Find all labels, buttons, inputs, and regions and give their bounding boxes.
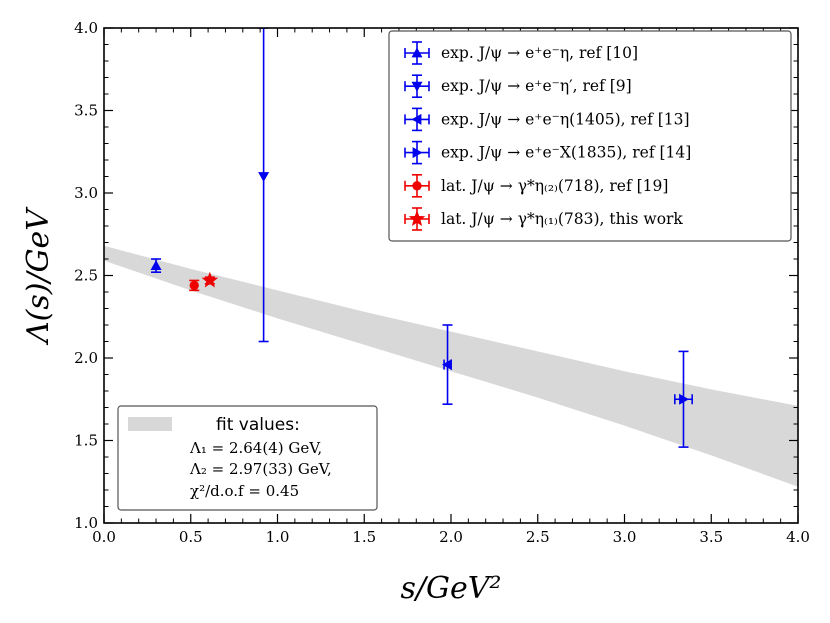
tick-labels: 0.0 0.5 1.0 1.5 2.0 2.5 3.0 3.5 4.0 1.0 1.5 2.0 2.5 3… (74, 19, 810, 546)
fit-line-lambda2: Λ₂ = 2.97(33) GeV, (189, 460, 332, 478)
data-point-triangle-right (679, 393, 689, 405)
legend-label: exp. J/ψ → e⁺e⁻η, ref [10] (441, 44, 638, 62)
x-tick-label: 1.0 (266, 528, 290, 546)
fit-line-lambda1: Λ₁ = 2.64(4) GeV, (189, 439, 322, 457)
legend: exp. J/ψ → e⁺e⁻η, ref [10] exp. J/ψ → e⁺e… (388, 30, 792, 242)
y-tick-label: 2.0 (74, 349, 98, 367)
y-tick-label: 1.0 (74, 514, 98, 532)
data-point-circle (189, 280, 199, 291)
legend-label: exp. J/ψ → e⁺e⁻η(1405), ref [13] (441, 110, 690, 128)
data-point-triangle-down (258, 172, 270, 182)
legend-label: exp. J/ψ → e⁺e⁻X(1835), ref [14] (441, 144, 691, 162)
y-axis-title: Λ(s)/GeV (21, 206, 56, 346)
data-points-layer (150, 28, 693, 448)
data-point-star (201, 271, 219, 288)
fit-box-title: fit values: (216, 415, 300, 435)
y-tick-label: 4.0 (74, 19, 98, 37)
x-tick-label: 4.0 (786, 528, 810, 546)
x-axis-title: s/GeV² (401, 571, 502, 606)
x-tick-label: 0.0 (92, 528, 116, 546)
x-tick-label: 1.5 (352, 528, 376, 546)
data-point-triangle-up (150, 260, 162, 270)
data-point-star (408, 210, 426, 227)
legend-label: exp. J/ψ → e⁺e⁻η′, ref [9] (441, 77, 632, 95)
x-tick-label: 3.5 (699, 528, 723, 546)
legend-label: lat. J/ψ → γ*η₍₂₎(718), ref [19] (441, 177, 668, 195)
fit-line-chi2: χ²/d.o.f = 0.45 (190, 482, 299, 500)
data-point-triangle-left (442, 359, 452, 371)
legend-box (388, 30, 792, 242)
plot-frame (103, 27, 799, 524)
y-tick-label: 1.5 (74, 432, 98, 450)
data-point-triangle-right (412, 147, 423, 159)
y-tick-label: 3.0 (74, 184, 98, 202)
legend-label: lat. J/ψ → γ*η₍₁₎(783), this work (441, 210, 683, 228)
x-tick-label: 2.0 (439, 528, 463, 546)
data-point-triangle-up (411, 47, 423, 58)
fit-band-swatch (128, 417, 172, 431)
data-point-triangle-left (411, 113, 422, 125)
x-tick-label: 0.5 (179, 528, 203, 546)
y-tick-label: 3.5 (74, 102, 98, 120)
fit-values-box: fit values: Λ₁ = 2.64(4) GeV, Λ₂ = 2.97(… (117, 405, 378, 511)
y-tick-label: 2.5 (74, 267, 98, 285)
fit-box-frame (117, 405, 378, 511)
data-point-circle (412, 181, 422, 191)
x-tick-label: 2.5 (526, 528, 550, 546)
x-tick-label: 3.0 (613, 528, 637, 546)
data-point-triangle-down (411, 81, 423, 92)
